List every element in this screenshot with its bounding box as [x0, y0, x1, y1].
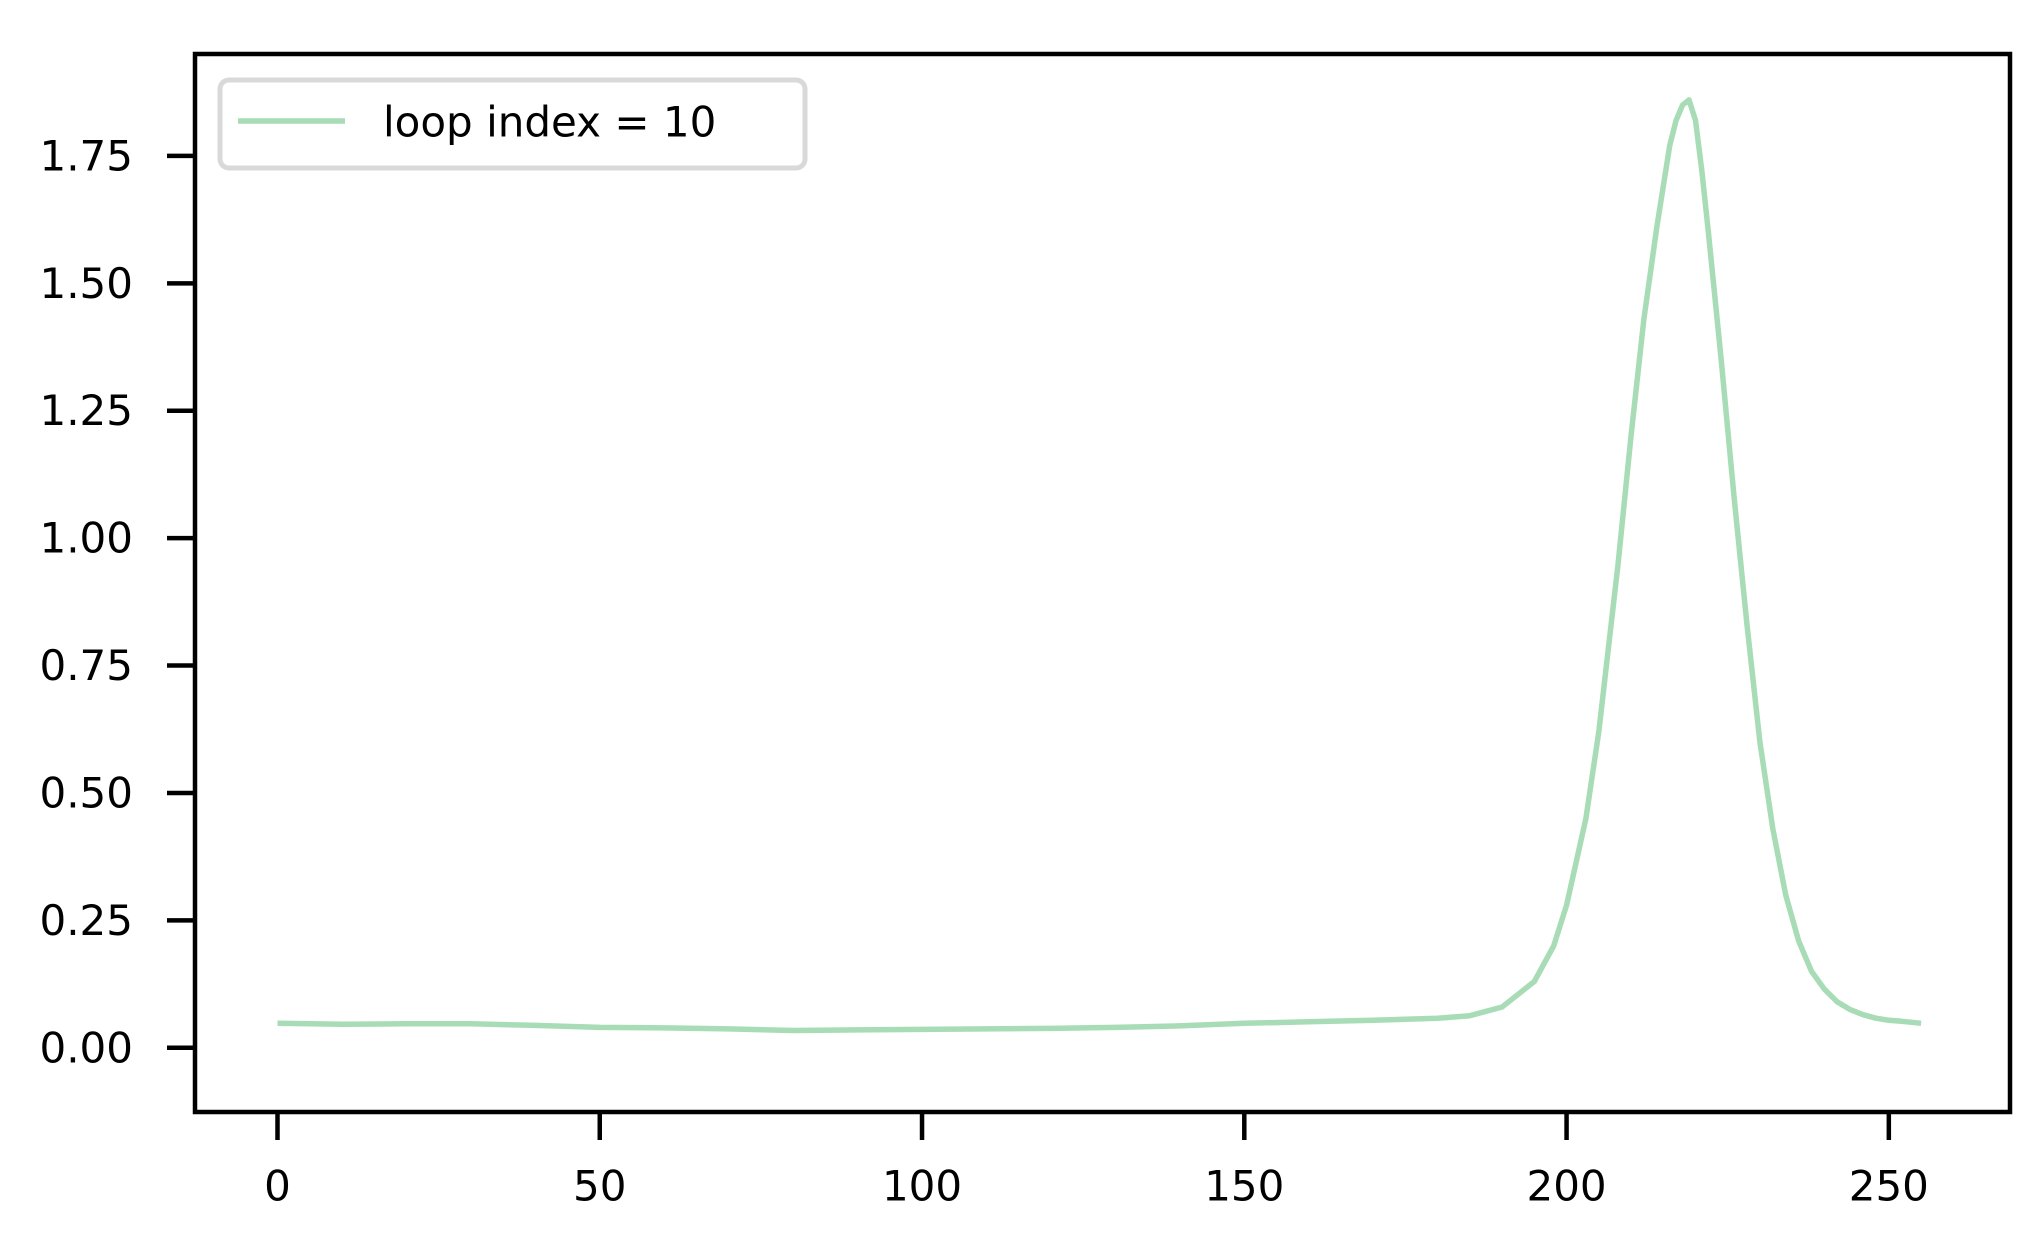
x-tick-label: 250 [1849, 1162, 1929, 1211]
x-tick-label: 50 [573, 1162, 626, 1211]
legend: loop index = 10 [217, 77, 808, 171]
y-tick-label: 1.75 [39, 131, 133, 180]
x-tick-label: 200 [1526, 1162, 1606, 1211]
y-axis: 0.00 0.25 0.50 0.75 1.00 1.25 1.50 1.75 [39, 131, 195, 1072]
y-tick-label: 0.75 [39, 641, 133, 690]
series-layer [277, 97, 1922, 1034]
y-tick-label: 1.25 [39, 386, 133, 435]
y-tick-label: 0.50 [39, 768, 133, 817]
series-line-0 [277, 97, 1922, 1034]
x-tick-label: 100 [882, 1162, 962, 1211]
legend-label-loop-index-10: loop index = 10 [383, 98, 716, 147]
y-tick-label: 1.00 [39, 514, 133, 563]
y-tick-label: 1.50 [39, 259, 133, 308]
legend-box [217, 77, 808, 171]
y-tick-label: 0.25 [39, 896, 133, 945]
plot-frame [192, 51, 2013, 1115]
x-tick-label: 0 [264, 1162, 291, 1211]
x-axis: 0 50 100 150 200 250 [264, 1112, 1929, 1211]
x-tick-label: 150 [1204, 1162, 1284, 1211]
y-tick-label: 0.00 [39, 1023, 133, 1072]
